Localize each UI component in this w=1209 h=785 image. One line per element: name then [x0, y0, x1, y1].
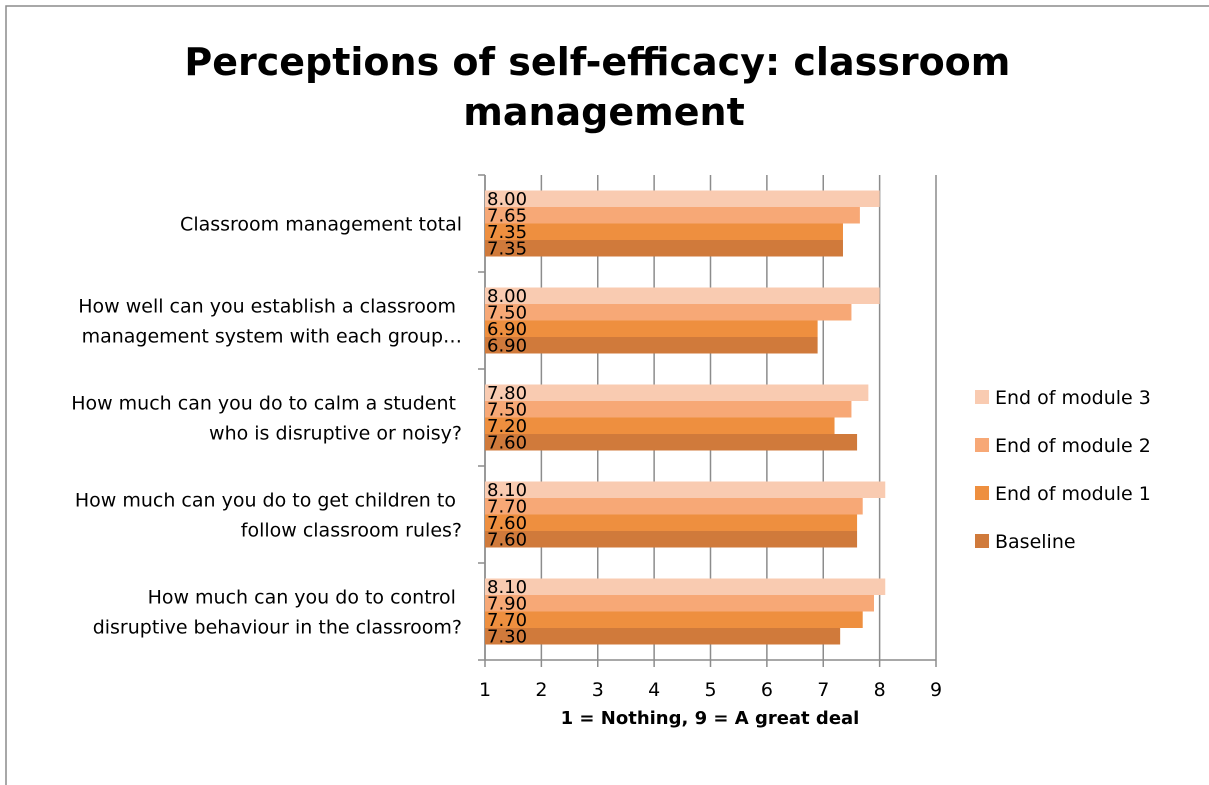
value-label: 7.20 — [487, 416, 527, 437]
bar — [485, 287, 880, 304]
bar — [485, 320, 818, 337]
value-label: 8.00 — [487, 286, 527, 307]
legend-label: Baseline — [995, 531, 1076, 553]
bar — [485, 578, 886, 595]
value-label: 6.90 — [487, 319, 527, 340]
value-label: 7.65 — [487, 205, 527, 226]
legend-label: End of module 3 — [995, 387, 1151, 409]
value-label: 7.90 — [487, 593, 527, 614]
y-tick-label: How much can you do to calm a student wh… — [71, 393, 462, 445]
value-label: 7.60 — [487, 432, 527, 453]
y-tick-label: How much can you do to control disruptiv… — [93, 587, 462, 639]
x-tick-label: 7 — [817, 679, 829, 701]
bar — [485, 481, 886, 498]
x-tick-label: 2 — [535, 679, 547, 701]
bar — [485, 401, 852, 418]
legend-swatch — [975, 486, 989, 500]
value-label: 8.00 — [487, 189, 527, 210]
x-axis-title: 1 = Nothing, 9 = A great deal — [561, 708, 860, 729]
bar — [485, 417, 835, 434]
x-tick-label: 1 — [479, 679, 491, 701]
x-tick-label: 4 — [648, 679, 660, 701]
bar — [485, 207, 860, 224]
bar — [485, 628, 841, 645]
bar — [485, 190, 880, 207]
bar — [485, 240, 843, 257]
x-tick-label: 3 — [592, 679, 604, 701]
x-tick-label: 6 — [761, 679, 773, 701]
value-label: 7.50 — [487, 399, 527, 420]
bar — [485, 595, 874, 612]
bar — [485, 514, 858, 531]
value-label: 8.10 — [487, 480, 527, 501]
bar — [485, 304, 852, 321]
value-label: 7.35 — [487, 222, 527, 243]
legend-label: End of module 1 — [995, 483, 1151, 505]
legend-swatch — [975, 438, 989, 452]
bar — [485, 384, 869, 401]
value-label: 8.10 — [487, 577, 527, 598]
x-tick-label: 8 — [874, 679, 886, 701]
value-label: 7.60 — [487, 529, 527, 550]
legend-label: End of module 2 — [995, 435, 1151, 457]
x-tick-label: 5 — [704, 679, 716, 701]
y-tick-label: How much can you do to get children to f… — [75, 490, 462, 542]
value-label: 7.70 — [487, 496, 527, 517]
bar — [485, 434, 858, 451]
value-label: 7.50 — [487, 302, 527, 323]
value-label: 7.80 — [487, 383, 527, 404]
value-label: 6.90 — [487, 335, 527, 356]
x-tick-label: 9 — [930, 679, 942, 701]
bar — [485, 223, 843, 240]
value-label: 7.35 — [487, 238, 527, 259]
chart-title: Perceptions of self-efficacy: classroom … — [184, 40, 1023, 134]
bar — [485, 611, 863, 628]
value-label: 7.30 — [487, 626, 527, 647]
legend-swatch — [975, 534, 989, 548]
y-tick-label: How well can you establish a classroom m… — [78, 296, 462, 348]
bar — [485, 337, 818, 354]
value-label: 7.60 — [487, 513, 527, 534]
chart-border — [5, 5, 1209, 785]
bar — [485, 531, 858, 548]
bar — [485, 498, 863, 515]
y-tick-label: Classroom management total — [180, 214, 462, 236]
legend-swatch — [975, 390, 989, 404]
value-label: 7.70 — [487, 610, 527, 631]
